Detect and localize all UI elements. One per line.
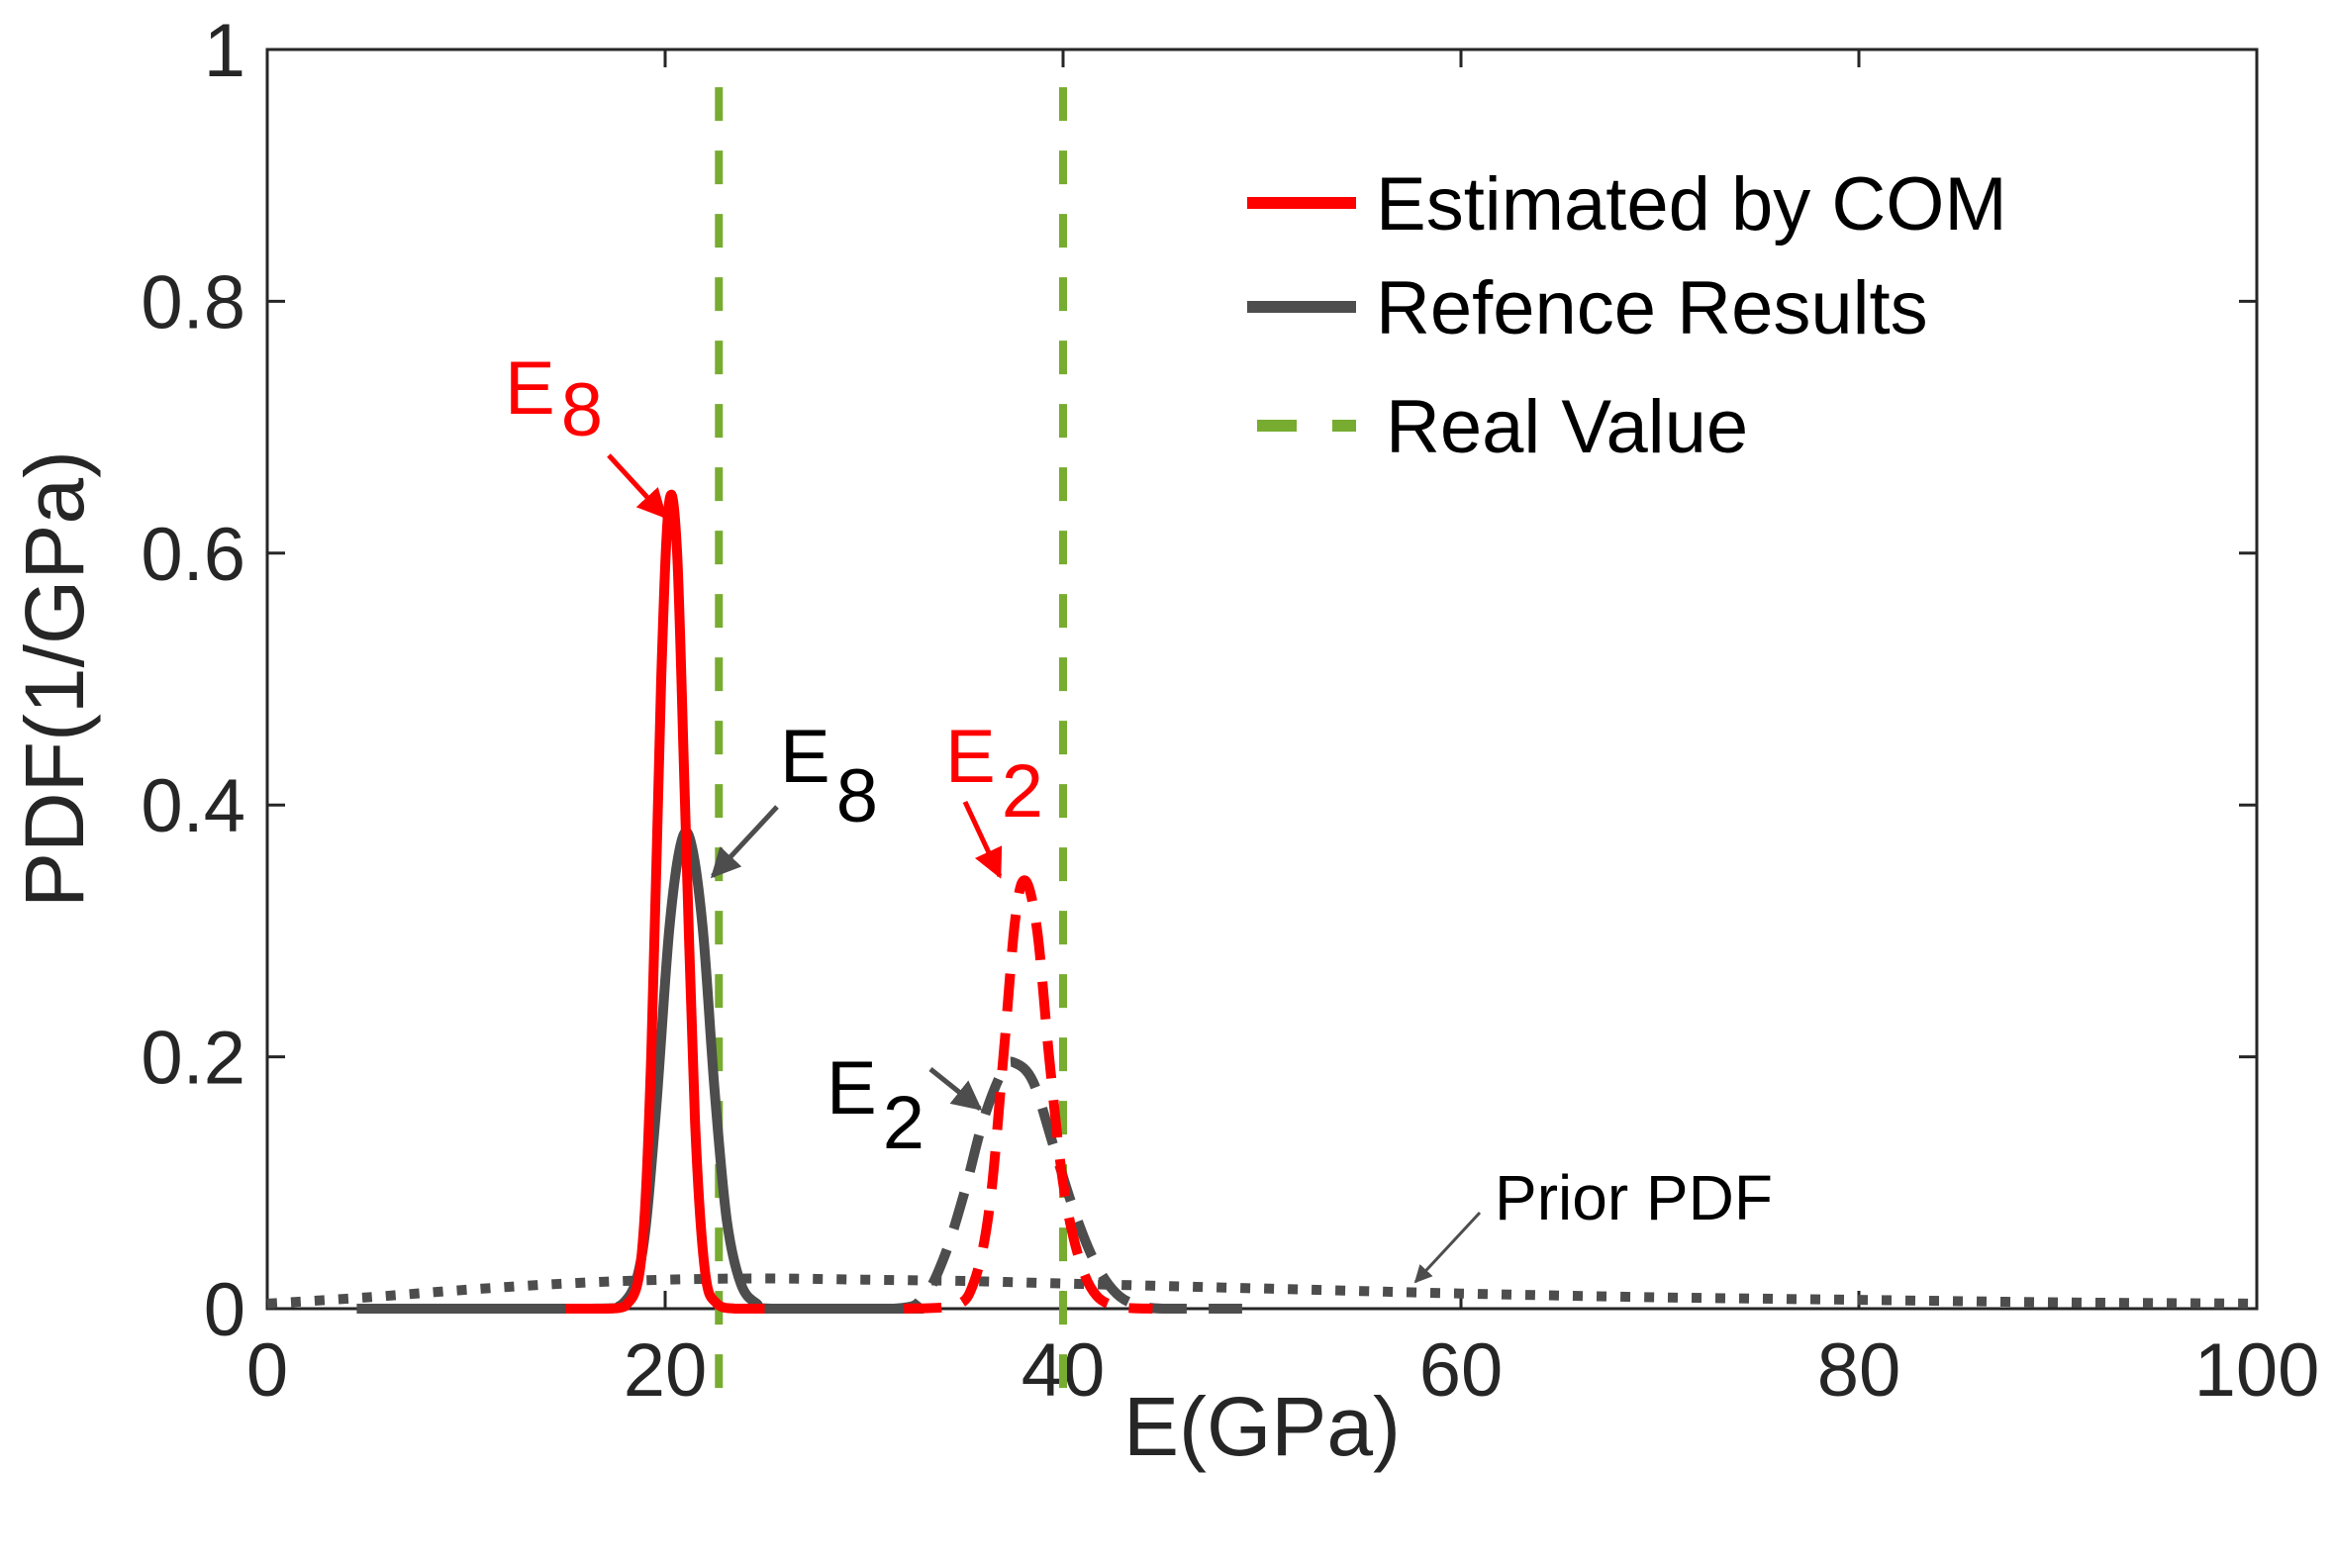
y-tick-label-1: 0.2 xyxy=(141,1017,245,1101)
x-tick-label-3: 60 xyxy=(1419,1328,1504,1413)
x-tick-label-0: 0 xyxy=(246,1328,288,1413)
annotation-e2-gray-letter: E xyxy=(827,1046,877,1130)
annotation-prior: Prior PDF xyxy=(1413,1162,1773,1284)
legend-label-estimated: Estimated by COM xyxy=(1376,162,2007,246)
x-axis-ticks: 0 20 40 60 80 100 xyxy=(246,49,2320,1413)
y-tick-label-4: 0.8 xyxy=(141,260,245,344)
series-estimated-by-com-e8 xyxy=(565,489,765,1314)
series-estimated-by-com-e2 xyxy=(903,875,1153,1314)
series-layer xyxy=(266,489,2258,1315)
series-prior-pdf xyxy=(266,1273,2258,1309)
x-tick-label-4: 80 xyxy=(1817,1328,1901,1413)
annotation-e8-gray-letter: E xyxy=(780,715,830,799)
y-tick-label-5: 1 xyxy=(204,9,245,93)
y-tick-label-3: 0.6 xyxy=(141,513,245,597)
annotation-e2-gray: E2 xyxy=(827,1046,983,1165)
annotation-e8-red-sub: 8 xyxy=(561,368,603,452)
annotation-e2-gray-arrow xyxy=(928,1067,983,1111)
x-tick-label-5: 100 xyxy=(2194,1328,2320,1413)
svg-text:E8: E8 xyxy=(780,715,878,838)
y-tick-label-0: 0 xyxy=(204,1268,245,1352)
y-tick-label-2: 0.4 xyxy=(141,764,245,848)
annotation-prior-arrow xyxy=(1413,1211,1482,1284)
y-axis-title: PDF(1/GPa) xyxy=(8,450,101,908)
annotation-e2-red-letter: E xyxy=(945,715,996,799)
annotation-e8-gray-arrow xyxy=(710,805,779,879)
series-refence-results-e2 xyxy=(764,1056,1242,1315)
annotation-prior-label: Prior PDF xyxy=(1495,1162,1773,1233)
svg-text:E8: E8 xyxy=(505,346,603,452)
annotation-e2-red-sub: 2 xyxy=(1002,749,1043,833)
annotation-e8-gray: E8 xyxy=(710,715,878,879)
legend-label-real-value: Real Value xyxy=(1386,385,1748,469)
annotation-e2-gray-sub: 2 xyxy=(883,1081,924,1165)
legend: Estimated by COM Refence Results Real Va… xyxy=(1247,162,2007,469)
x-tick-label-1: 20 xyxy=(624,1328,708,1413)
plot-area xyxy=(265,48,2259,1311)
annotation-e2-red-arrow xyxy=(962,800,1003,879)
svg-text:E2: E2 xyxy=(827,1046,924,1165)
annotation-e8-gray-sub: 8 xyxy=(836,754,878,838)
y-axis-ticks: 0 0.2 0.4 0.6 0.8 1 xyxy=(141,9,2257,1352)
legend-label-reference: Refence Results xyxy=(1376,266,1928,350)
annotation-e8-red-arrow xyxy=(607,453,668,520)
annotation-e8-red: E8 xyxy=(505,346,668,520)
x-axis-title: E(GPa) xyxy=(1123,1380,1401,1473)
annotation-e2-red: E2 xyxy=(945,715,1043,879)
svg-text:E2: E2 xyxy=(945,715,1043,833)
annotation-e8-red-letter: E xyxy=(505,346,555,431)
